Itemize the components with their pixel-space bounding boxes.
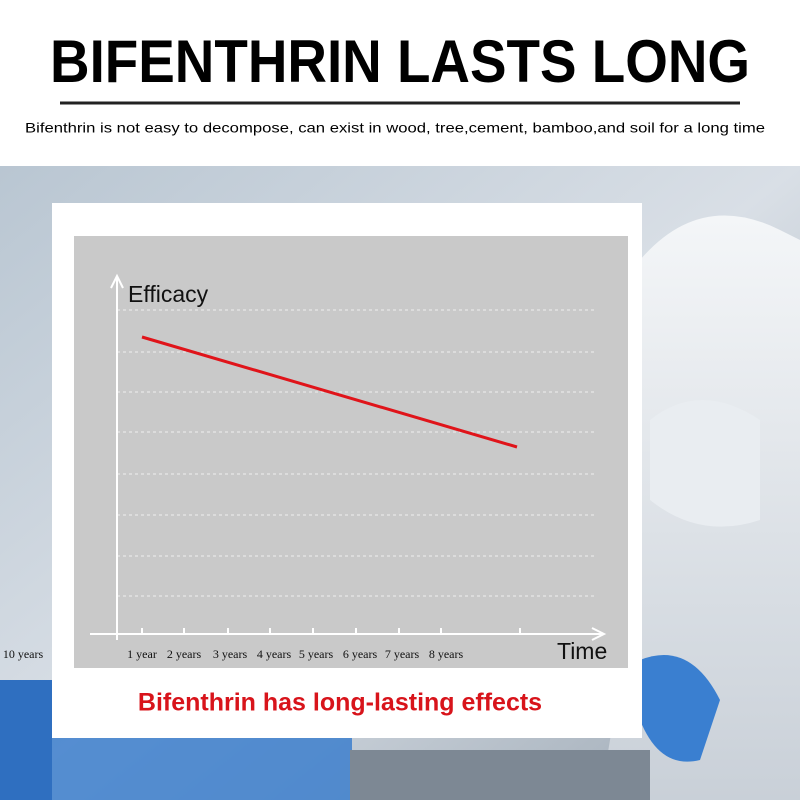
x-label: 10 years xyxy=(3,647,44,661)
x-label: 6 years xyxy=(343,647,378,661)
tube-rack xyxy=(0,680,52,800)
x-label: 4 years xyxy=(257,647,292,661)
mask xyxy=(650,400,760,527)
bench xyxy=(350,750,650,800)
x-labels: 1 year 2 years 3 years 4 years 5 years 6… xyxy=(3,647,464,661)
caption: Bifenthrin has long-lasting effects xyxy=(138,689,542,717)
x-label: 3 years xyxy=(213,647,248,661)
x-label: 5 years xyxy=(299,647,334,661)
x-axis-label: Time xyxy=(557,638,607,664)
title: BIFENTHRIN LASTS LONG xyxy=(50,28,750,95)
subtitle: Bifenthrin is not easy to decompose, can… xyxy=(25,120,765,136)
axes xyxy=(90,273,607,641)
guide-lines xyxy=(117,309,595,597)
x-label: 1 year xyxy=(127,647,157,661)
glove xyxy=(640,655,720,762)
tube-rack xyxy=(52,737,352,800)
x-label: 8 years xyxy=(429,647,464,661)
efficacy-line xyxy=(141,335,518,449)
x-label: 2 years xyxy=(167,647,202,661)
x-label: 7 years xyxy=(385,647,420,661)
y-axis-label: Efficacy xyxy=(128,281,209,307)
